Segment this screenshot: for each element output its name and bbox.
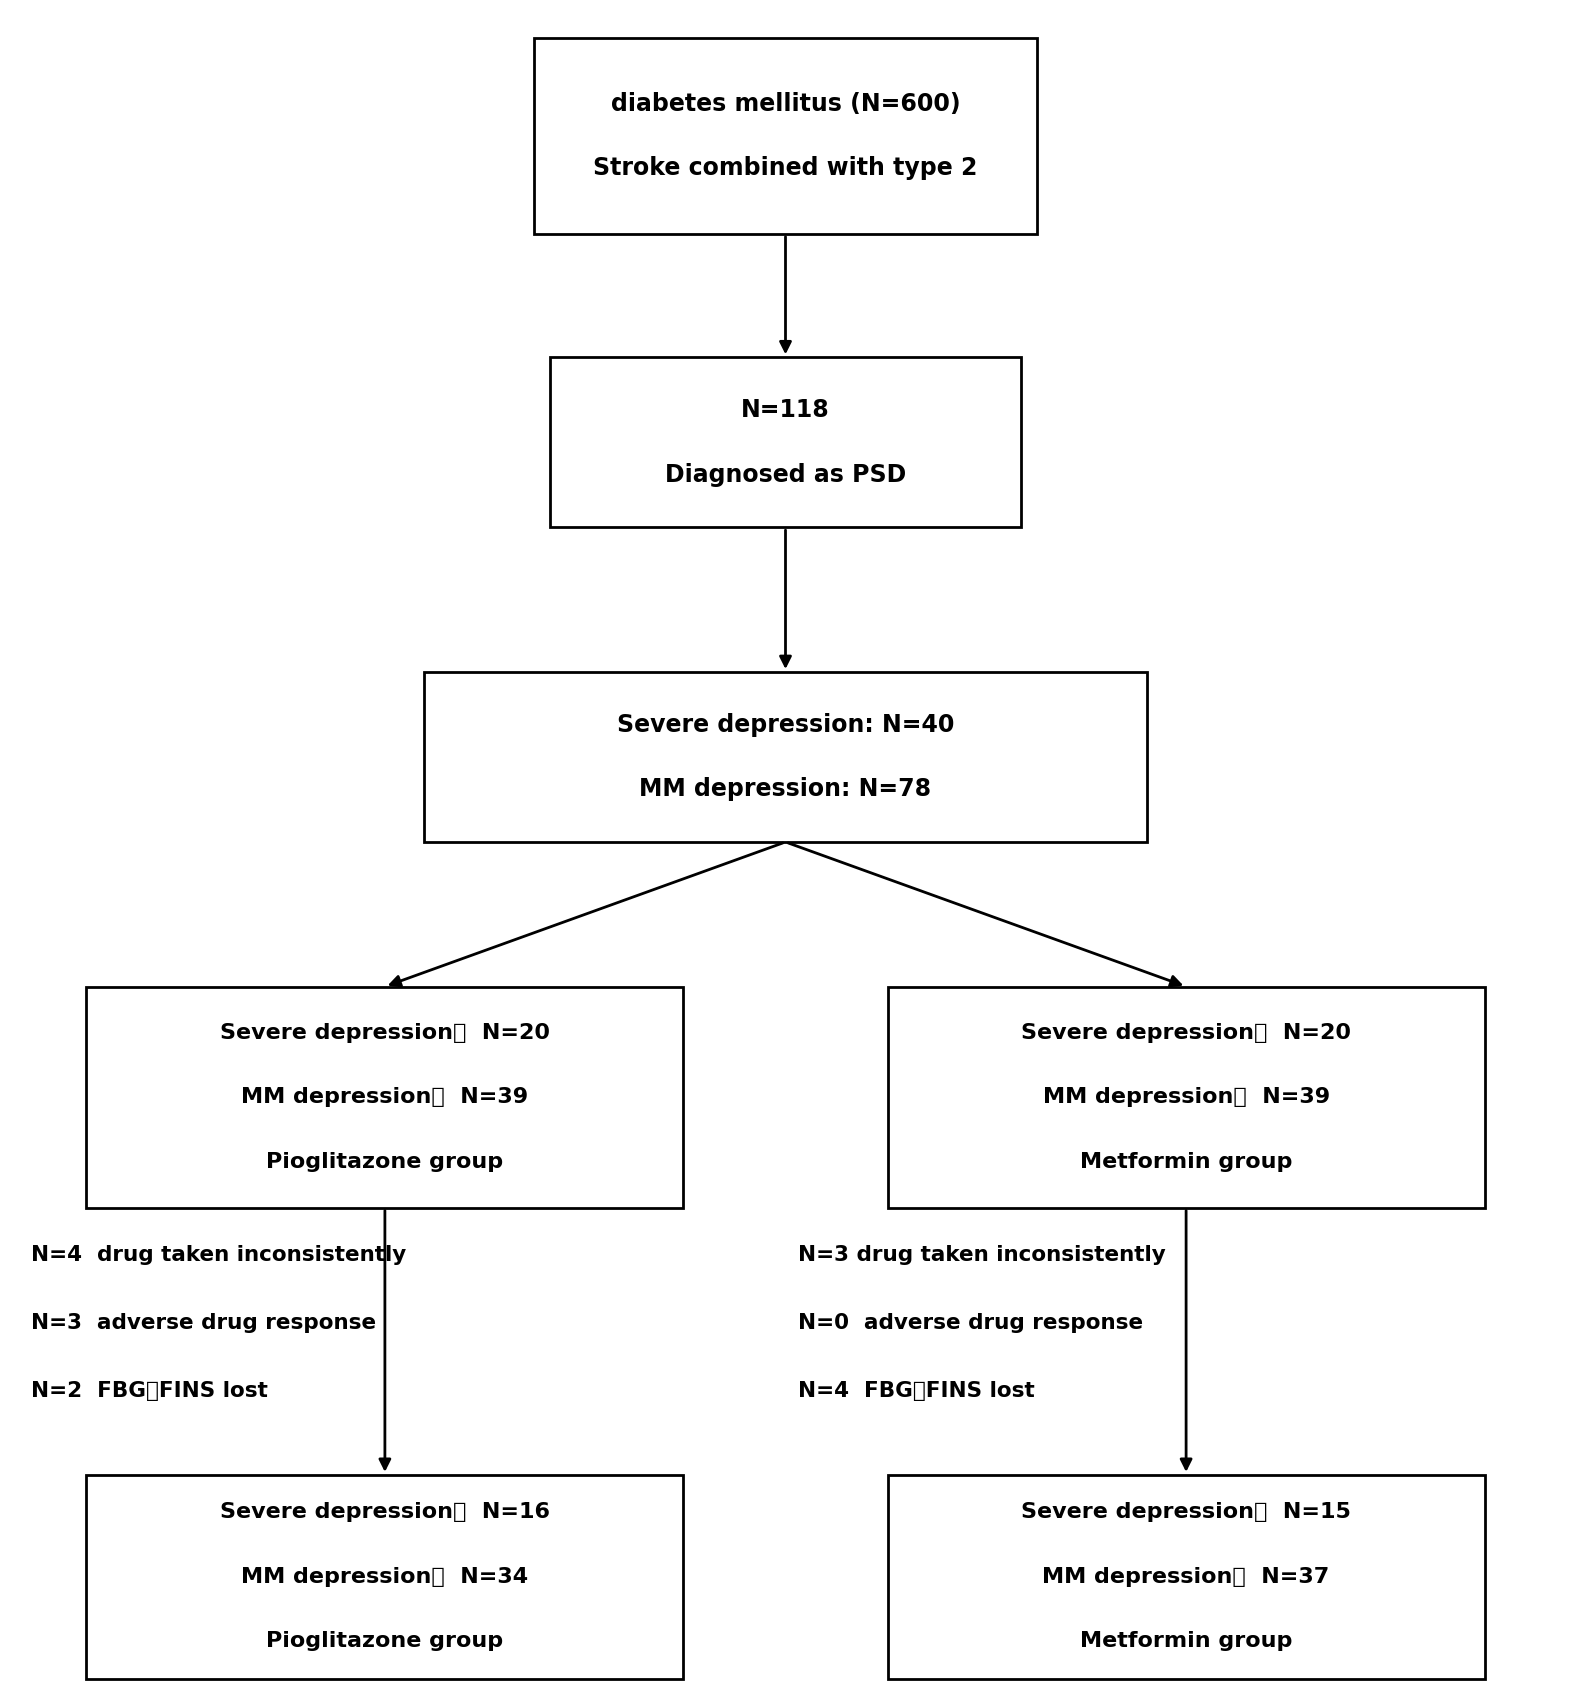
Bar (888, 987, 1485, 1208)
Text: MM depression：  N=34: MM depression： N=34 (242, 1567, 528, 1587)
Text: N=2  FBG、FINS lost: N=2 FBG、FINS lost (31, 1381, 269, 1402)
Text: MM depression: N=78: MM depression: N=78 (639, 777, 932, 801)
Text: Pioglitazone group: Pioglitazone group (267, 1631, 503, 1652)
Text: N=0  adverse drug response: N=0 adverse drug response (798, 1313, 1144, 1334)
Text: MM depression：  N=39: MM depression： N=39 (242, 1087, 528, 1107)
Bar (86, 1475, 683, 1679)
Text: Severe depression：  N=16: Severe depression： N=16 (220, 1502, 550, 1522)
Text: MM depression：  N=39: MM depression： N=39 (1043, 1087, 1329, 1107)
Bar (424, 672, 1147, 842)
Text: Severe depression：  N=20: Severe depression： N=20 (1021, 1022, 1351, 1043)
Bar (86, 987, 683, 1208)
Bar (534, 39, 1037, 235)
Text: Severe depression：  N=15: Severe depression： N=15 (1021, 1502, 1351, 1522)
Text: N=3 drug taken inconsistently: N=3 drug taken inconsistently (798, 1245, 1166, 1266)
Text: Severe depression：  N=20: Severe depression： N=20 (220, 1022, 550, 1043)
Text: Stroke combined with type 2: Stroke combined with type 2 (594, 156, 977, 180)
Text: Diagnosed as PSD: Diagnosed as PSD (665, 463, 906, 486)
Text: MM depression：  N=37: MM depression： N=37 (1043, 1567, 1329, 1587)
Text: Severe depression: N=40: Severe depression: N=40 (617, 713, 954, 737)
Text: N=3  adverse drug response: N=3 adverse drug response (31, 1313, 377, 1334)
Bar (888, 1475, 1485, 1679)
Text: Pioglitazone group: Pioglitazone group (267, 1152, 503, 1172)
Bar (550, 357, 1021, 527)
Text: Metformin group: Metformin group (1079, 1152, 1293, 1172)
Text: diabetes mellitus (N=600): diabetes mellitus (N=600) (611, 92, 960, 116)
Text: Metformin group: Metformin group (1079, 1631, 1293, 1652)
Text: N=4  drug taken inconsistently: N=4 drug taken inconsistently (31, 1245, 407, 1266)
Text: N=4  FBG、FINS lost: N=4 FBG、FINS lost (798, 1381, 1035, 1402)
Text: N=118: N=118 (742, 398, 829, 422)
